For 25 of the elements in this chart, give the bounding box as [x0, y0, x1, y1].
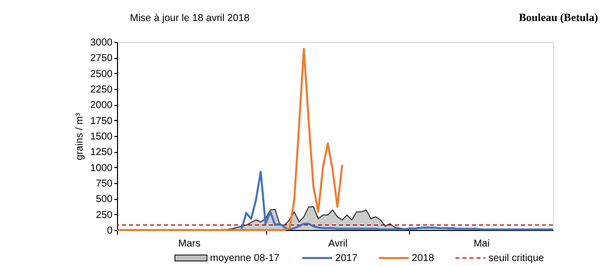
y-tick-label: 1000: [90, 162, 113, 174]
y-tick-label: 3000: [90, 38, 113, 48]
legend-label: 2017: [335, 253, 358, 264]
y-tick-label: 0: [106, 226, 113, 236]
chart-title: Bouleau (Betula): [518, 12, 598, 24]
legend-label: seuil critique: [488, 253, 544, 264]
x-tick-label: Avril: [328, 238, 348, 250]
x-tick-label: Mai: [474, 238, 490, 250]
y-tick-label: 1750: [90, 116, 113, 127]
y-tick-label: 1500: [90, 132, 113, 142]
y-tick-label: 250: [96, 210, 113, 221]
y-tick-label: 2000: [90, 100, 113, 112]
chart-subtitle: Mise à jour le 18 avril 2018: [130, 13, 250, 24]
x-tick-label: Mars: [178, 238, 200, 250]
line-series: [116, 48, 344, 231]
y-tick-label: 500: [96, 194, 113, 206]
y-tick-label: 2500: [90, 68, 113, 80]
y-tick-label: 2750: [90, 53, 113, 64]
y-axis-title: grains / m³: [74, 112, 86, 160]
y-tick-label: 2250: [90, 84, 113, 96]
line-series: [240, 170, 554, 230]
legend-label: 2018: [412, 253, 434, 264]
y-tick-label: 750: [96, 178, 113, 190]
legend-label: moyenne 08-17: [210, 253, 280, 264]
y-tick-label: 1250: [90, 147, 113, 158]
